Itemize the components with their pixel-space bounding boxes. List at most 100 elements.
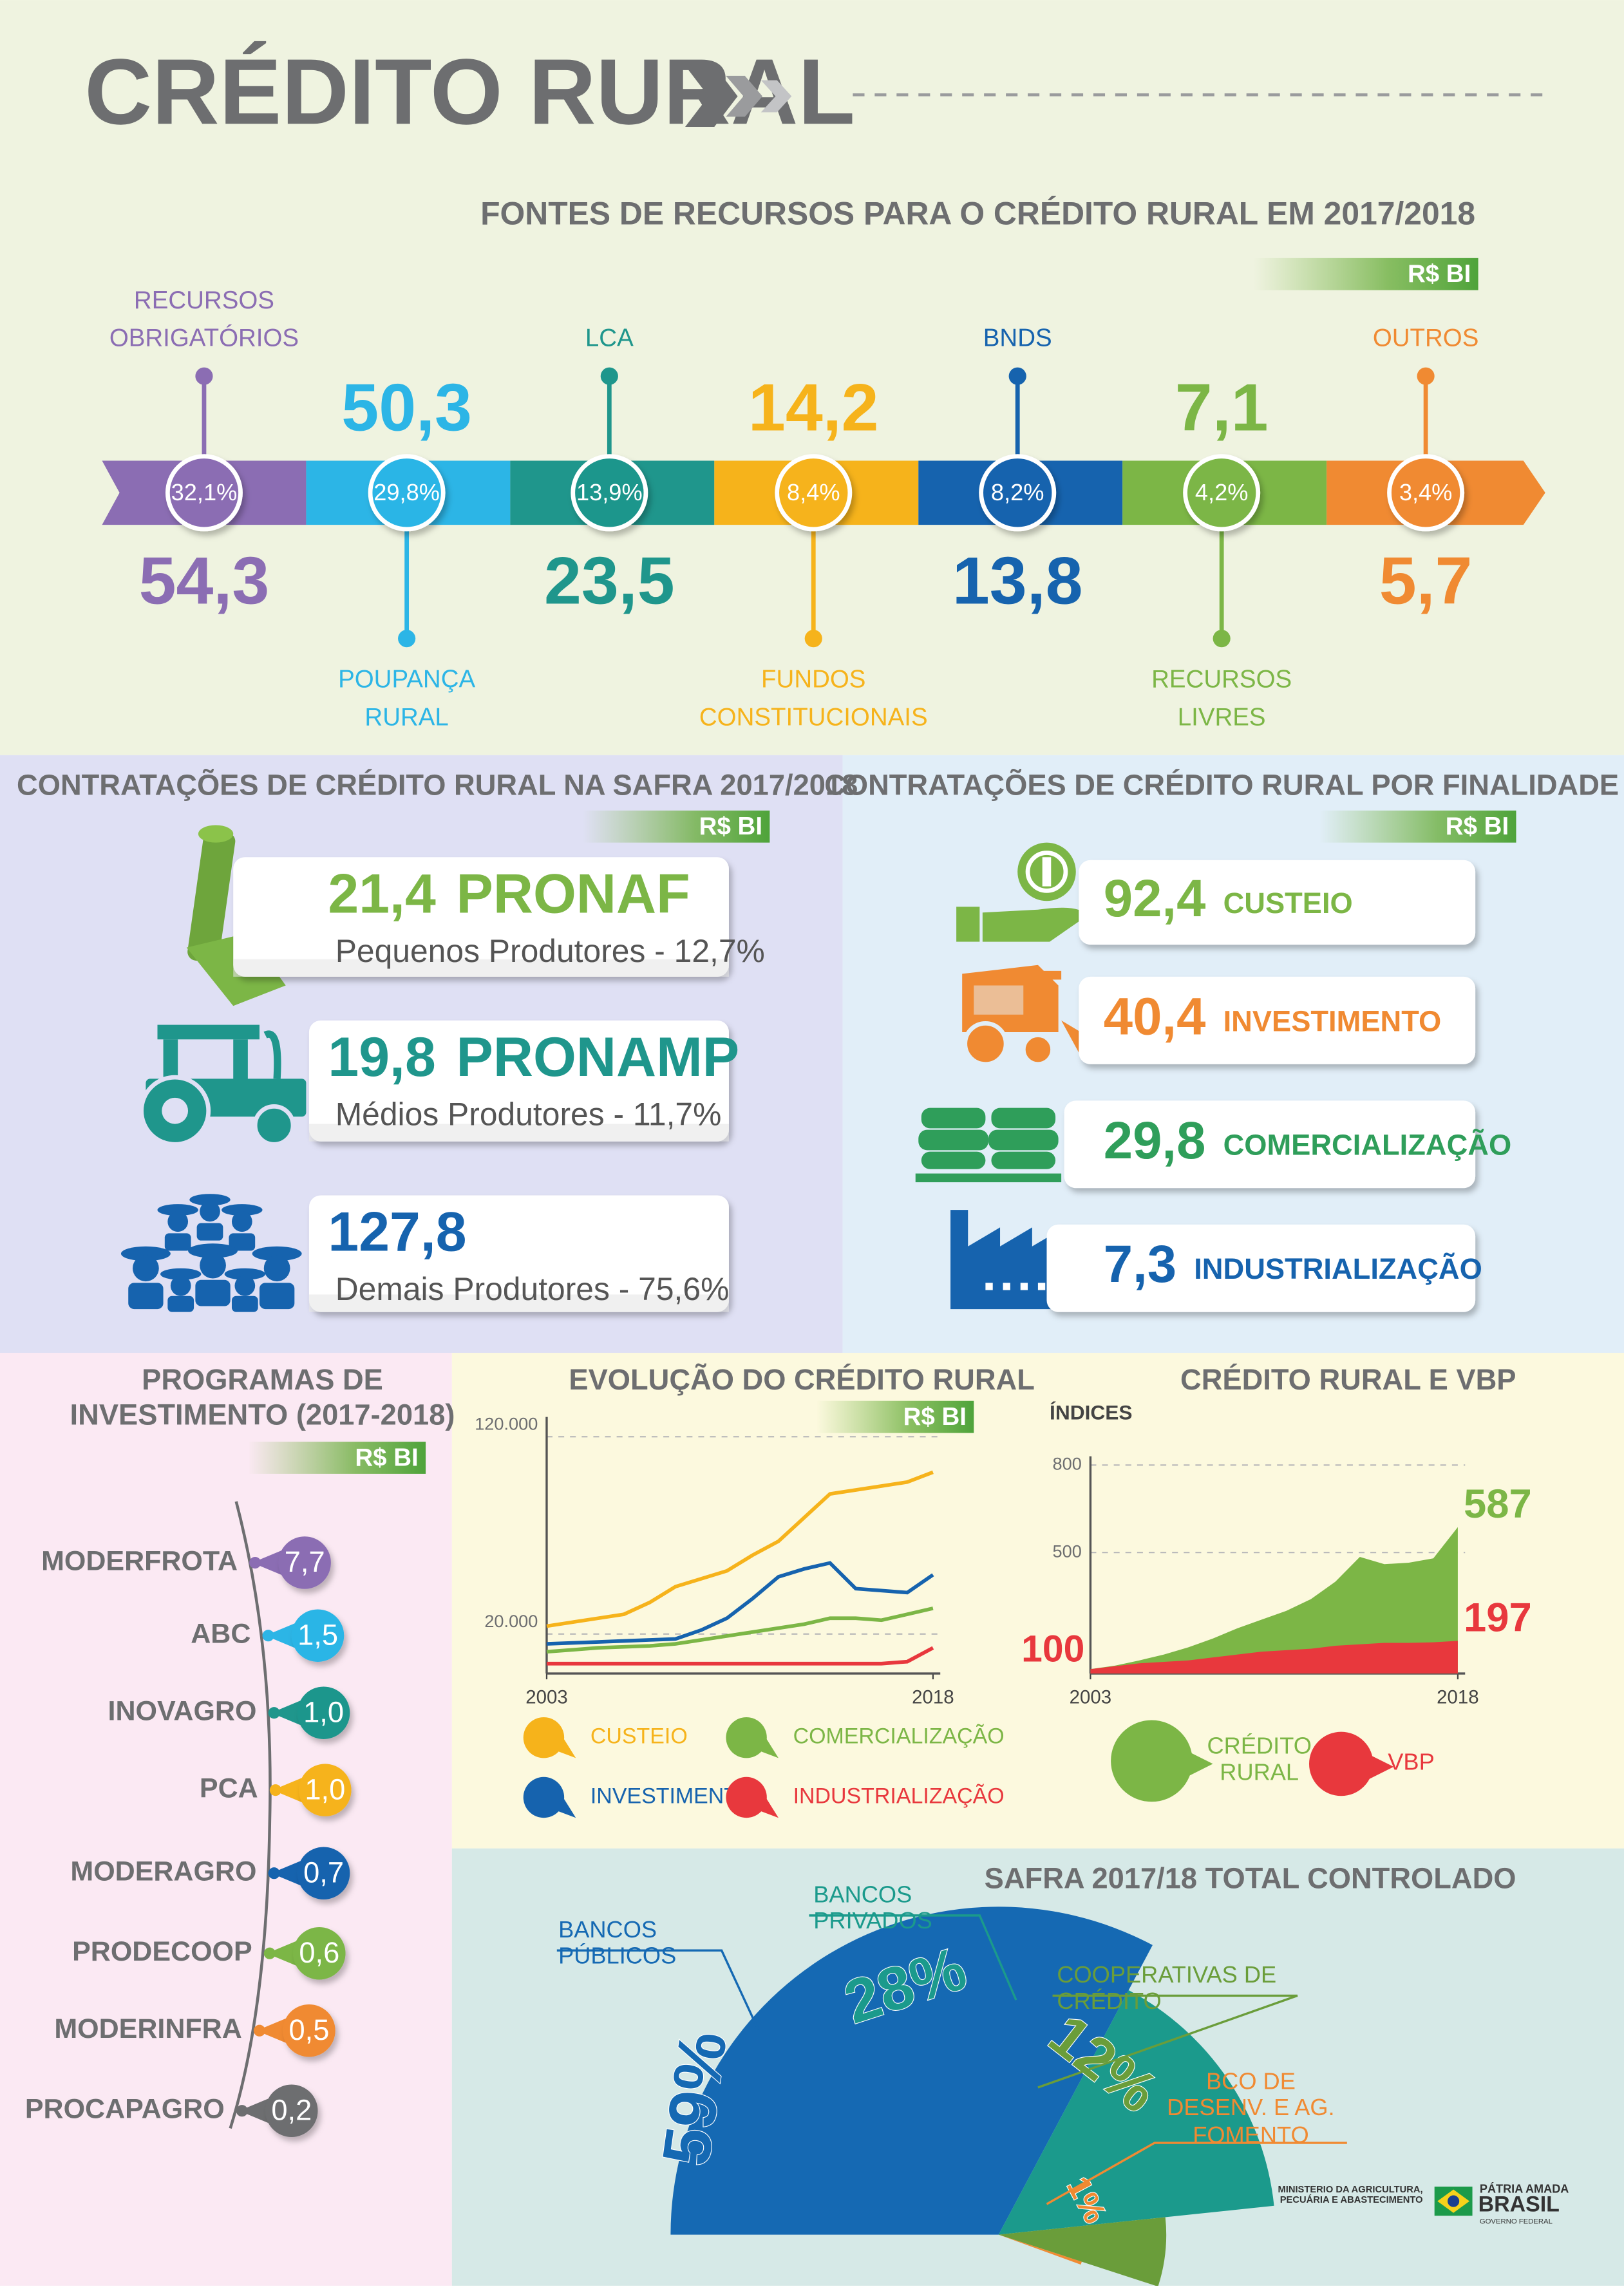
people-icon-part (189, 1194, 231, 1206)
ministry: MINISTÉRIO DA AGRICULTURA, PECUÁRIA E AB… (1278, 2185, 1423, 2207)
share-circle (571, 454, 648, 532)
share-circle (979, 454, 1057, 532)
source-value: 54,3 (139, 544, 270, 619)
sacks-icon-part (991, 1151, 1056, 1169)
source-name: OUTROS (1373, 325, 1479, 352)
pie-slice (670, 1907, 1153, 2235)
program-value: 1,5 (297, 1618, 338, 1651)
stem-dot (195, 367, 213, 385)
source-value: 5,7 (1379, 544, 1473, 619)
category-label: BANCOS PÚBLICOS (558, 1918, 677, 1970)
money-icon-part (1025, 851, 1068, 893)
chevrons-part (685, 65, 738, 127)
legend-label-box: VBP (1388, 1750, 1435, 1776)
share: 32,1% (171, 479, 238, 505)
program-name: MODERAGRO (70, 1856, 256, 1887)
y-tick-label: 20.000 (484, 1611, 538, 1631)
sacks-icon-part (921, 1151, 986, 1169)
factory-icon-part-part (1020, 1283, 1028, 1290)
tractor-icon-part (157, 1024, 260, 1040)
money-icon (956, 842, 1088, 942)
share-circle (1387, 454, 1465, 532)
y-tick-label: 500 (1053, 1541, 1082, 1561)
program-value: 0,7 (303, 1856, 344, 1889)
program-value: 21,4 (328, 863, 436, 925)
legend-label: INDUSTRIALIZAÇÃO (793, 1784, 1005, 1808)
source-name: LIVRES (1178, 703, 1266, 731)
program-value: 1,0 (305, 1773, 345, 1805)
sacks-icon-part (918, 1129, 988, 1151)
government: GOVERNO FEDERAL (1480, 2218, 1553, 2225)
legend-label: VBP (1388, 1750, 1435, 1776)
program-name: PROCAPAGRO (25, 2094, 225, 2125)
people-icon (120, 1194, 302, 1312)
people-icon-part (224, 1268, 266, 1280)
category-label: COOPERATIVAS DE CRÉDITO (1057, 1963, 1277, 2015)
card-shade (308, 1294, 729, 1312)
category-label-box: BANCOS PRIVADOS (813, 1883, 932, 1935)
program-description: Demais Produtores - 75,6% (335, 1271, 730, 1307)
anchor-dot (268, 1707, 280, 1719)
value-bubble (291, 1609, 345, 1662)
purpose-value: 29,8 (1104, 1111, 1206, 1170)
source-value: 23,5 (544, 544, 675, 619)
source-name: OBRIGATÓRIOS (109, 325, 299, 352)
program-name: PRONAF (456, 863, 690, 925)
card-shade (308, 1124, 729, 1142)
card (308, 1020, 729, 1142)
source-value: 7,1 (1175, 370, 1269, 445)
category-label-box: BCO DE DESENV. E AG. FOMENTO (1167, 2069, 1335, 2143)
value-bubble (283, 2004, 335, 2057)
category-label: BCO DE DESENV. E AG. FOMENTO (1167, 2069, 1335, 2143)
program-name: MODERINFRA (54, 2013, 241, 2044)
chart-title: SAFRA 2017/18 TOTAL CONTROLADO (985, 1861, 1516, 1894)
series-line (546, 1470, 934, 1628)
x-tick-label: 2018 (1437, 1686, 1478, 1708)
people-icon-part (188, 1243, 238, 1258)
unit-label: R$ BI (1446, 813, 1509, 840)
factory-icon-part-part (1037, 1283, 1046, 1290)
share-circle (1183, 454, 1261, 532)
share-circle (775, 454, 853, 532)
sacks-icon (915, 1107, 1062, 1183)
card (1064, 1100, 1476, 1189)
country: BRASIL (1478, 2192, 1560, 2216)
value-pointer (252, 1548, 287, 1578)
source-name: RURAL (364, 703, 448, 731)
stem-dot (1417, 367, 1435, 385)
tractor-icon-part (263, 1030, 281, 1079)
purpose-name: COMERCIALIZAÇÃO (1223, 1129, 1512, 1162)
people-icon-part (231, 1211, 252, 1232)
value-bubble (278, 1536, 331, 1589)
unit-badge (583, 810, 770, 843)
people-icon-part (195, 1279, 231, 1306)
people-icon-part (133, 1255, 159, 1282)
chevrons-part (760, 80, 792, 113)
share-circle (368, 454, 446, 532)
legend-bubble (1111, 1720, 1193, 1802)
tractor-icon-part (233, 1039, 248, 1084)
x-tick-label: 2003 (525, 1686, 567, 1708)
y-tick-label: 120.000 (475, 1413, 538, 1433)
data-label: 197 (1464, 1595, 1532, 1640)
unit-label: R$ BI (355, 1444, 418, 1471)
people-icon-part (196, 1223, 223, 1241)
program-name: PRODECOOP (72, 1936, 252, 1967)
purpose-name: INVESTIMENTO (1223, 1004, 1442, 1037)
chevrons (685, 65, 792, 127)
shovel-icon-part (198, 825, 234, 843)
source-value: 14,2 (748, 370, 879, 445)
source-name: RECURSOS (134, 287, 274, 314)
unit-badge (247, 1442, 426, 1474)
people-icon-part (157, 1204, 198, 1216)
source-name: FUNDOS (761, 666, 865, 693)
value-pointer (271, 1698, 307, 1728)
people-icon-part (164, 1233, 191, 1251)
sacks-icon-part (991, 1107, 1056, 1129)
program-name: INOVAGRO (108, 1696, 257, 1727)
harvester-icon (962, 965, 1091, 1067)
factory-icon-part-part (985, 1283, 993, 1290)
card (1079, 860, 1476, 945)
category-label-box: BANCOS PÚBLICOS (558, 1918, 677, 1970)
